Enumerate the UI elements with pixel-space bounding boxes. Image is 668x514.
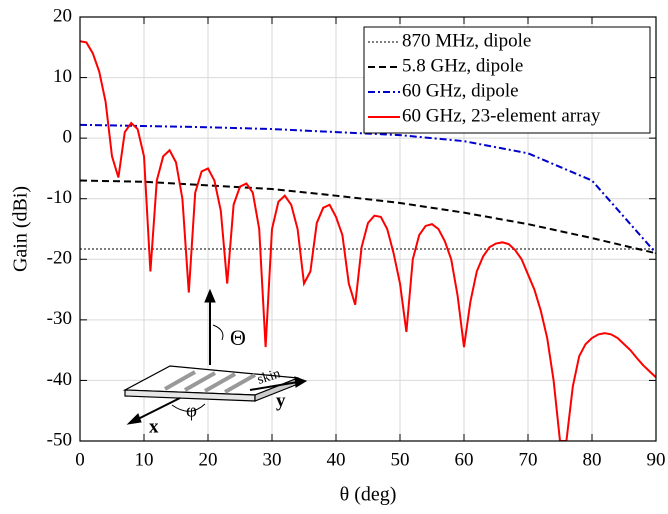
y-tick-label: -40 [47, 369, 72, 390]
y-axis-label: Gain (dBi) [10, 186, 32, 272]
x-tick-label: 10 [135, 449, 154, 470]
y-tick-label: -30 [47, 308, 72, 329]
x-tick-label: 80 [583, 449, 602, 470]
x-tick-label: 20 [199, 449, 218, 470]
y-tick-label: -20 [47, 248, 72, 269]
x-tick-label: 30 [263, 449, 282, 470]
annotation: x [149, 416, 159, 437]
y-tick-label: 0 [63, 127, 73, 148]
series-line [80, 123, 656, 254]
annotation: φ [186, 400, 197, 421]
x-tick-label: 60 [455, 449, 474, 470]
y-tick-label: -10 [47, 187, 72, 208]
inset-drawing [122, 288, 308, 425]
legend-label: 60 GHz, dipole [402, 80, 519, 101]
series-line [80, 40, 656, 441]
series-line [80, 179, 656, 255]
plot-frame [79, 16, 657, 442]
y-tick-label: 10 [53, 66, 72, 87]
legend-label: 60 GHz, 23-element array [402, 105, 601, 126]
legend-label: 870 MHz, dipole [402, 30, 531, 51]
y-tick-label: -50 [47, 429, 72, 450]
legend-box [363, 26, 651, 134]
x-tick-label: 50 [391, 449, 410, 470]
x-tick-label: 90 [647, 449, 666, 470]
x-tick-label: 0 [75, 449, 85, 470]
annotation: y [276, 390, 286, 411]
annotation: skin [256, 366, 283, 387]
legend-label: 5.8 GHz, dipole [402, 55, 523, 76]
y-tick-label: 20 [53, 5, 72, 26]
annotation: Θ [230, 325, 246, 350]
x-tick-label: 40 [327, 449, 346, 470]
x-axis-label: θ (deg) [340, 484, 397, 506]
x-tick-label: 70 [519, 449, 538, 470]
